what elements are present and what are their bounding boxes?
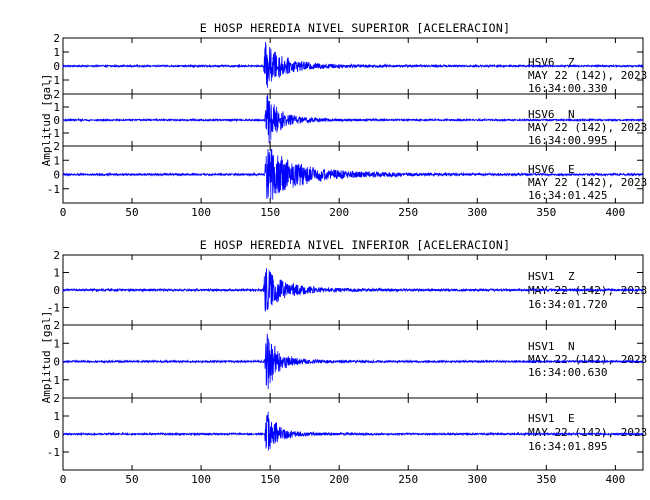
x-tick-label: 250	[398, 473, 418, 486]
y-tick-label: -1	[47, 446, 60, 459]
trace-time-label: 16:34:01.720	[528, 298, 607, 311]
y-tick-label: 2	[53, 88, 60, 101]
trace-panel-e: HSV6 E MAY 22 (142), 2023 16:34:01.425	[528, 163, 647, 202]
waveform-trace	[62, 268, 644, 312]
trace-date-label: MAY 22 (142), 2023	[528, 121, 647, 134]
x-tick-label: 50	[125, 473, 138, 486]
y-tick-label: 1	[53, 337, 60, 350]
trace-date-label: MAY 22 (142), 2023	[528, 69, 647, 82]
y-axis-label: Amplitud [gal]	[40, 311, 53, 404]
y-tick-label: 0	[53, 169, 60, 182]
waveform-trace	[62, 411, 644, 451]
waveform-trace	[62, 148, 644, 200]
y-tick-label: 2	[53, 319, 60, 332]
x-tick-label: 200	[329, 473, 349, 486]
x-tick-label: 0	[60, 206, 67, 219]
trace-date-label: MAY 22 (142), 2023	[528, 353, 647, 366]
trace-component-label: E	[568, 412, 575, 425]
y-tick-label: 2	[53, 140, 60, 153]
y-tick-label: 0	[53, 428, 60, 441]
y-tick-label: 0	[53, 60, 60, 73]
trace-station-label: HSV1	[528, 270, 555, 283]
panel-title: E HOSP HEREDIA NIVEL INFERIOR [ACELERACI…	[200, 238, 511, 252]
y-tick-label: 2	[53, 249, 60, 262]
trace-time-label: 16:34:00.630	[528, 366, 607, 379]
trace-strip: -10 12	[47, 140, 644, 204]
trace-panel-n: HSV1 N MAY 22 (142), 2023 16:34:00.630	[528, 340, 647, 379]
trace-time-label: 16:34:00.330	[528, 82, 607, 95]
y-tick-label: -1	[47, 127, 60, 140]
x-tick-label: 150	[260, 473, 280, 486]
x-tick-label: 100	[191, 206, 211, 219]
x-tick-label: 150	[260, 206, 280, 219]
x-tick-label: 250	[398, 206, 418, 219]
y-tick-label: -1	[47, 183, 60, 196]
y-tick-label: 0	[53, 356, 60, 369]
trace-time-label: 16:34:01.895	[528, 440, 607, 453]
panel-title: E HOSP HEREDIA NIVEL SUPERIOR [ACELERACI…	[200, 21, 511, 35]
y-tick-label: 1	[53, 410, 60, 423]
trace-strip: -1 0 1 2	[47, 392, 644, 471]
y-tick-label: 2	[53, 392, 60, 405]
trace-station-label: HSV6	[528, 108, 555, 121]
x-tick-label: 50	[125, 206, 138, 219]
trace-time-label: 16:34:01.425	[528, 189, 607, 202]
trace-component-label: N	[568, 340, 575, 353]
y-tick-label: 1	[53, 46, 60, 59]
y-tick-label: 1	[53, 101, 60, 114]
x-tick-label: 400	[605, 473, 625, 486]
x-tick-label: 350	[536, 206, 556, 219]
x-tick-label: 200	[329, 206, 349, 219]
trace-panel-e: HSV1 E MAY 22 (142), 2023 16:34:01.895	[528, 412, 647, 453]
x-tick-label: 350	[536, 473, 556, 486]
trace-panel-z: HSV1 Z MAY 22 (142), 2023 16:34:01.720	[528, 270, 647, 311]
trace-component-label: E	[568, 163, 575, 176]
x-tick-label: 0	[60, 473, 67, 486]
x-tick-label: 400	[605, 206, 625, 219]
y-tick-label: 2	[53, 32, 60, 45]
y-tick-label: 1	[53, 154, 60, 167]
y-tick-label: 0	[53, 114, 60, 127]
trace-station-label: HSV6	[528, 163, 555, 176]
trace-station-label: HSV1	[528, 340, 555, 353]
panel-nivel-superior: E HOSP HEREDIA NIVEL SUPERIOR [ACELERACI…	[40, 21, 647, 219]
x-tick-label: 300	[467, 473, 487, 486]
y-tick-label: -1	[47, 374, 60, 387]
y-tick-label: -1	[47, 302, 60, 315]
trace-component-label: Z	[568, 56, 575, 69]
waveform-trace	[62, 42, 644, 88]
trace-component-label: Z	[568, 270, 575, 283]
trace-date-label: MAY 22 (142), 2023	[528, 176, 647, 189]
trace-time-label: 16:34:00.995	[528, 134, 607, 147]
y-tick-label: 0	[53, 284, 60, 297]
trace-panel-n: HSV6 N MAY 22 (142), 2023 16:34:00.995	[528, 108, 647, 147]
panel-nivel-inferior: E HOSP HEREDIA NIVEL INFERIOR [ACELERACI…	[40, 238, 647, 486]
trace-date-label: MAY 22 (142), 2023	[528, 426, 647, 439]
waveform-trace	[62, 333, 644, 390]
trace-station-label: HSV1	[528, 412, 555, 425]
y-tick-label: -1	[47, 74, 60, 87]
waveform-trace	[62, 94, 644, 144]
y-axis-label: Amplitud [gal]	[40, 74, 53, 167]
y-tick-label: 1	[53, 267, 60, 280]
trace-component-label: N	[568, 108, 575, 121]
x-tick-label: 100	[191, 473, 211, 486]
x-tick-label: 300	[467, 206, 487, 219]
